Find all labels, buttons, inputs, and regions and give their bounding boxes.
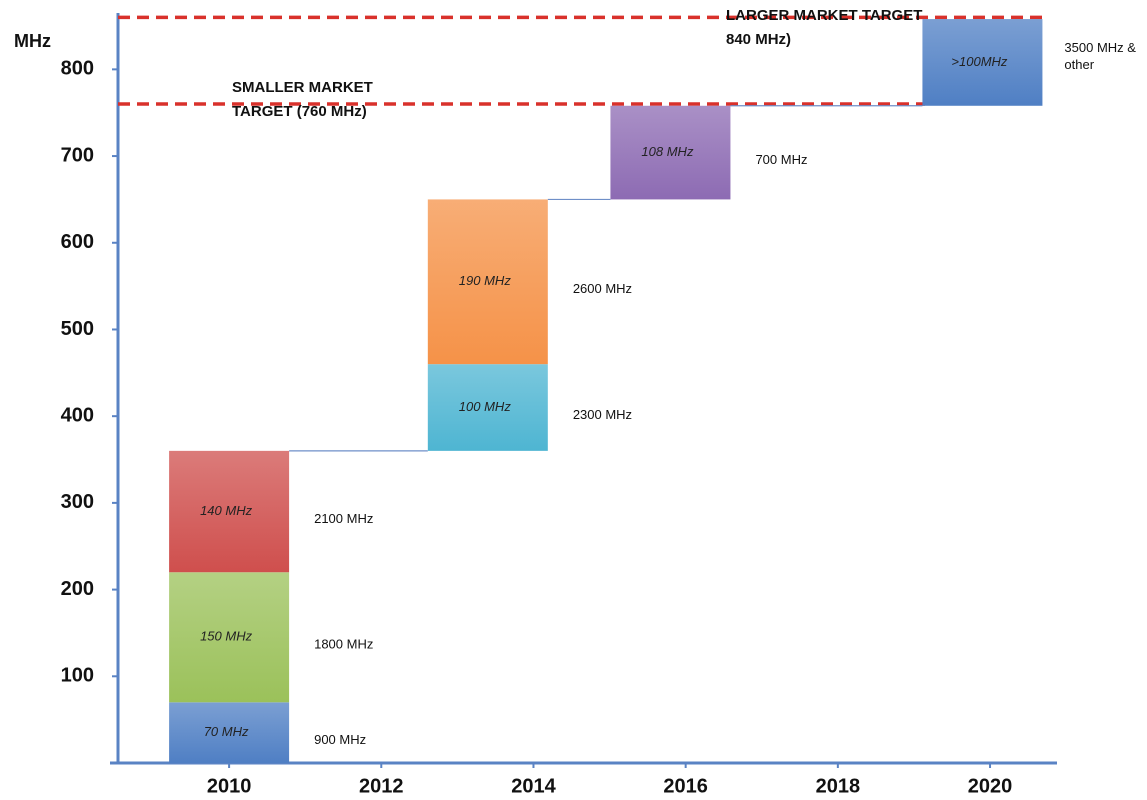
y-tick-label: 800 [61, 58, 94, 80]
band-label: 900 MHz [314, 732, 366, 747]
value-label: 108 MHz [641, 144, 694, 159]
value-label: 150 MHz [200, 629, 253, 644]
y-tick-label: 100 [61, 665, 94, 687]
y-tick-label: 400 [61, 404, 94, 426]
value-label: 140 MHz [200, 503, 253, 518]
target-label-box: LARGER MARKET TARGET 840 MHz) [726, 7, 923, 49]
y-tick-label: 500 [61, 318, 94, 340]
value-label: >100MHz [951, 54, 1007, 69]
x-tick-label: 2010 [207, 775, 252, 797]
bar-segment [169, 450, 290, 573]
y-tick-label: 600 [61, 231, 94, 253]
y-axis-label: MHz [14, 31, 51, 51]
bar-segment [610, 105, 731, 200]
bar-segment [427, 199, 548, 365]
y-tick-label: 700 [61, 144, 94, 166]
band-label: 2100 MHz [314, 511, 373, 526]
bar-segment [169, 702, 290, 763]
value-label: 70 MHz [204, 724, 249, 739]
x-tick-label: 2018 [816, 775, 861, 797]
value-label: 190 MHz [459, 273, 512, 288]
y-tick-label: 300 [61, 491, 94, 513]
x-tick-label: 2014 [511, 775, 556, 797]
target-label-box: SMALLER MARKET TARGET (760 MHz) [232, 79, 373, 121]
band-label: 2600 MHz [573, 281, 632, 296]
target-label: SMALLER MARKET TARGET (760 MHz) [232, 79, 373, 121]
bar-segment [922, 19, 1043, 106]
band-label: 2300 MHz [573, 407, 632, 422]
band-label: 1800 MHz [314, 637, 373, 652]
y-tick-label: 200 [61, 578, 94, 600]
x-tick-label: 2020 [968, 775, 1013, 797]
x-tick-label: 2012 [359, 775, 404, 797]
band-label-box: 3500 MHz & other [1064, 40, 1136, 72]
x-tick-label: 2016 [663, 775, 708, 797]
band-label: 3500 MHz & other [1064, 40, 1136, 72]
bar-segment [427, 364, 548, 451]
bar-segment [169, 572, 290, 703]
band-label: 700 MHz [755, 152, 807, 167]
value-label: 100 MHz [459, 399, 512, 414]
target-label: LARGER MARKET TARGET 840 MHz) [726, 7, 923, 49]
